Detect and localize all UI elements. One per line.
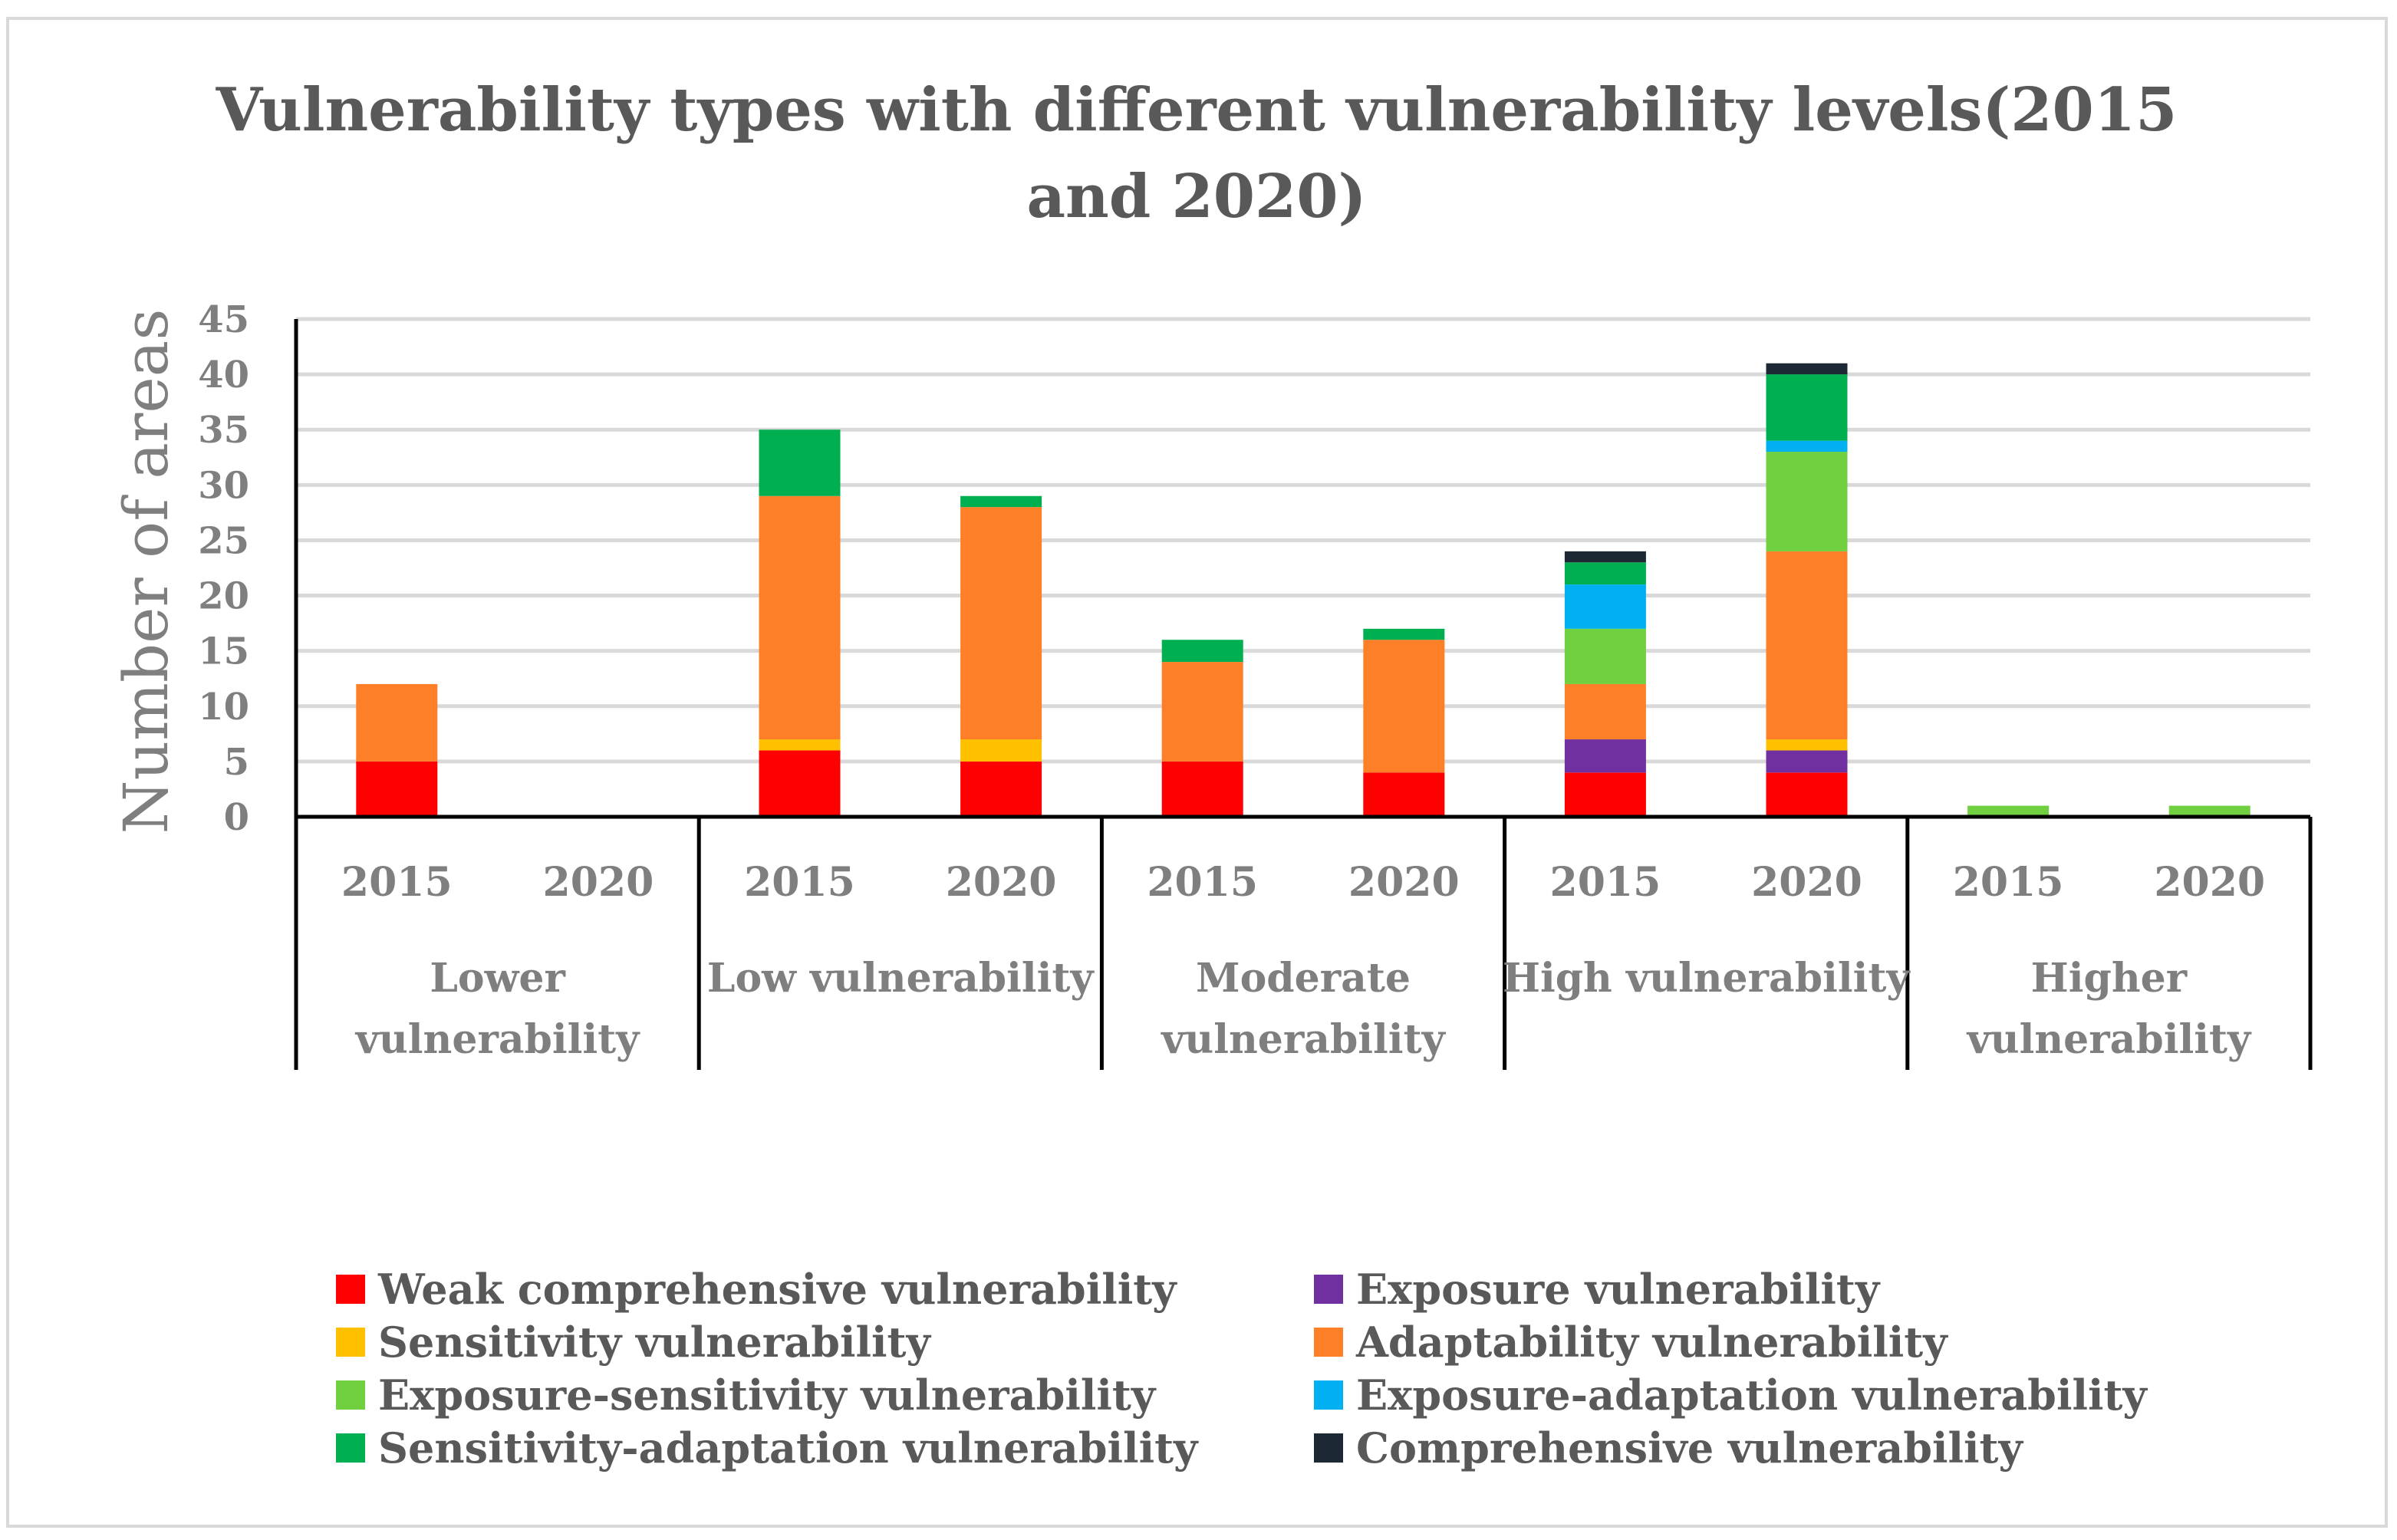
- x-tick-label: 2020: [946, 859, 1057, 906]
- legend-swatch: [336, 1328, 365, 1357]
- group-label: vulnerability: [1967, 1016, 2252, 1063]
- y-tick-label: 25: [198, 519, 249, 562]
- y-tick-label: 40: [198, 354, 249, 397]
- x-tick-label: 2015: [1550, 859, 1661, 906]
- bar-segment-5-cat-9: [1967, 805, 2050, 817]
- legend-label: Exposure-sensitivity vulnerability: [378, 1371, 1157, 1420]
- y-axis-label: Number of areas: [110, 309, 182, 834]
- axes: [294, 319, 2313, 1070]
- bar-segment-8-cat-7: [1564, 551, 1646, 563]
- bar-segment-7-cat-7: [1564, 562, 1646, 585]
- y-tick-label: 5: [224, 741, 249, 784]
- category-labels: 2015 2020 2015 2020 2015 2020 2015 2020 2015 2020…: [341, 859, 2265, 1063]
- bar-segment-1-cat-4: [960, 761, 1042, 817]
- bar-segment-7-cat-4: [960, 495, 1042, 508]
- x-tick-label: 2020: [2154, 859, 2265, 906]
- legend-swatch: [1314, 1380, 1343, 1410]
- group-label: High vulnerability: [1503, 955, 1911, 1002]
- gridlines: [296, 317, 2310, 764]
- bar-segment-8-cat-8: [1766, 363, 1848, 375]
- y-tick-label: 35: [198, 409, 249, 452]
- bar-segment-3-cat-3: [759, 739, 841, 751]
- bar-segment-7-cat-3: [759, 429, 841, 496]
- bar-segment-1-cat-8: [1766, 772, 1848, 817]
- bar-segment-5-cat-10: [2168, 805, 2250, 817]
- chart-title-line-2: and 2020): [1027, 162, 1367, 232]
- group-label: vulnerability: [355, 1016, 640, 1063]
- bar-segment-4-cat-5: [1161, 662, 1243, 762]
- x-tick-label: 2020: [1348, 859, 1460, 906]
- y-tick-label: 10: [198, 686, 249, 729]
- y-tick-label: 20: [198, 575, 249, 618]
- bar-segment-6-cat-7: [1564, 584, 1646, 629]
- group-label: Lower: [430, 955, 565, 1002]
- legend-swatch: [1314, 1275, 1343, 1304]
- chart-title: Vulnerability types with different vulne…: [216, 75, 2178, 232]
- legend-swatch: [1314, 1328, 1343, 1357]
- chart-frame: [6, 17, 2388, 1528]
- group-label: Low vulnerability: [707, 955, 1095, 1002]
- bar-segment-1-cat-3: [759, 750, 841, 817]
- y-tick-label: 45: [198, 298, 249, 341]
- legend-label: Exposure-adaptation vulnerability: [1356, 1371, 2148, 1420]
- legend: Weak comprehensive vulnerability Exposure…: [336, 1265, 2148, 1473]
- bar-segment-3-cat-8: [1766, 739, 1848, 751]
- bar-segment-7-cat-5: [1161, 640, 1243, 663]
- x-tick-label: 2015: [744, 859, 855, 906]
- bar-segment-1-cat-6: [1363, 772, 1445, 817]
- bar-segment-4-cat-4: [960, 507, 1042, 740]
- legend-label: Comprehensive vulnerability: [1356, 1423, 2023, 1473]
- group-label: Higher: [2031, 955, 2188, 1002]
- legend-label: Weak comprehensive vulnerability: [377, 1265, 1177, 1314]
- legend-swatch: [336, 1275, 365, 1304]
- x-tick-label: 2015: [341, 859, 453, 906]
- bar-segment-1-cat-7: [1564, 772, 1646, 817]
- legend-swatch: [336, 1380, 365, 1410]
- x-tick-label: 2015: [1147, 859, 1258, 906]
- bar-segment-4-cat-3: [759, 495, 841, 740]
- legend-swatch: [336, 1433, 365, 1463]
- bar-segment-4-cat-7: [1564, 683, 1646, 740]
- bars: [356, 363, 2250, 817]
- legend-label: Adaptability vulnerability: [1355, 1318, 1948, 1367]
- legend-label: Sensitivity-adaptation vulnerability: [378, 1423, 1199, 1473]
- x-tick-label: 2020: [543, 859, 654, 906]
- bar-segment-4-cat-1: [356, 683, 438, 762]
- legend-label: Sensitivity vulnerability: [378, 1318, 931, 1367]
- y-tick-labels: 0 5 10 15 20 25 30 35 40 45: [198, 298, 249, 839]
- bar-segment-4-cat-6: [1363, 640, 1445, 773]
- y-tick-label: 30: [198, 464, 249, 507]
- y-tick-label: 15: [198, 630, 249, 673]
- bar-segment-3-cat-4: [960, 739, 1042, 762]
- bar-segment-5-cat-7: [1564, 628, 1646, 684]
- bar-segment-2-cat-7: [1564, 739, 1646, 773]
- bar-segment-1-cat-1: [356, 761, 438, 817]
- bar-segment-4-cat-8: [1766, 551, 1848, 740]
- legend-label: Exposure vulnerability: [1356, 1265, 1881, 1314]
- bar-segment-7-cat-6: [1363, 628, 1445, 640]
- x-tick-label: 2015: [1953, 859, 2064, 906]
- group-label: Moderate: [1196, 955, 1411, 1002]
- bar-segment-2-cat-8: [1766, 750, 1848, 773]
- x-tick-label: 2020: [1751, 859, 1862, 906]
- chart-title-line-1: Vulnerability types with different vulne…: [216, 75, 2178, 145]
- bar-segment-1-cat-5: [1161, 761, 1243, 817]
- group-label: vulnerability: [1161, 1016, 1446, 1063]
- bar-segment-5-cat-8: [1766, 452, 1848, 551]
- bar-segment-7-cat-8: [1766, 374, 1848, 441]
- y-tick-label: 0: [224, 796, 249, 839]
- legend-swatch: [1314, 1433, 1343, 1463]
- bar-segment-6-cat-8: [1766, 440, 1848, 452]
